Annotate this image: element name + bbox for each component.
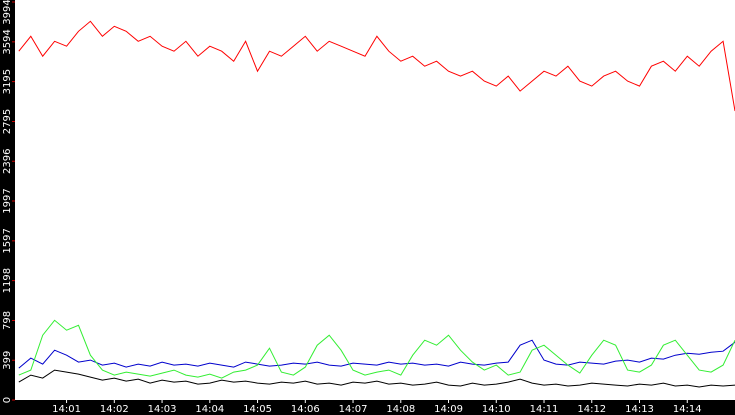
x-tick-label: 14:13: [625, 404, 654, 415]
x-tick-label: 14:01: [52, 404, 81, 415]
y-tick-label: 3195: [2, 69, 13, 94]
x-tick-label: 14:12: [577, 404, 606, 415]
x-tick-label: 14:06: [291, 404, 320, 415]
x-tick-label: 14:07: [339, 404, 368, 415]
line-series: [18, 319, 735, 379]
y-tick-label: 0: [2, 397, 13, 403]
y-tick-label: 3994: [2, 0, 13, 25]
y-tick-label: 2795: [2, 109, 13, 134]
y-tick-label: 1597: [2, 228, 13, 253]
y-tick-label: 798: [2, 311, 13, 330]
y-tick-label: 2396: [2, 149, 13, 174]
line-series: [18, 20, 735, 112]
x-tick-label: 14:05: [243, 404, 272, 415]
y-tick-label: 1198: [2, 268, 13, 293]
y-tick-label: 399: [2, 351, 13, 370]
x-tick-label: 14:02: [100, 404, 129, 415]
x-tick-label: 14:11: [530, 404, 559, 415]
y-tick-label: 3594: [2, 29, 13, 54]
x-tick-label: 14:10: [482, 404, 511, 415]
x-tick-label: 14:04: [195, 404, 224, 415]
line-series: [18, 369, 735, 388]
x-tick-label: 14:03: [148, 404, 177, 415]
y-axis-strip: [0, 0, 15, 415]
y-tick-label: 1997: [2, 188, 13, 213]
x-tick-label: 14:14: [673, 404, 702, 415]
x-tick-label: 14:08: [386, 404, 415, 415]
x-tick-label: 14:09: [434, 404, 463, 415]
x-axis-strip: [0, 400, 735, 415]
line-series: [18, 339, 735, 369]
